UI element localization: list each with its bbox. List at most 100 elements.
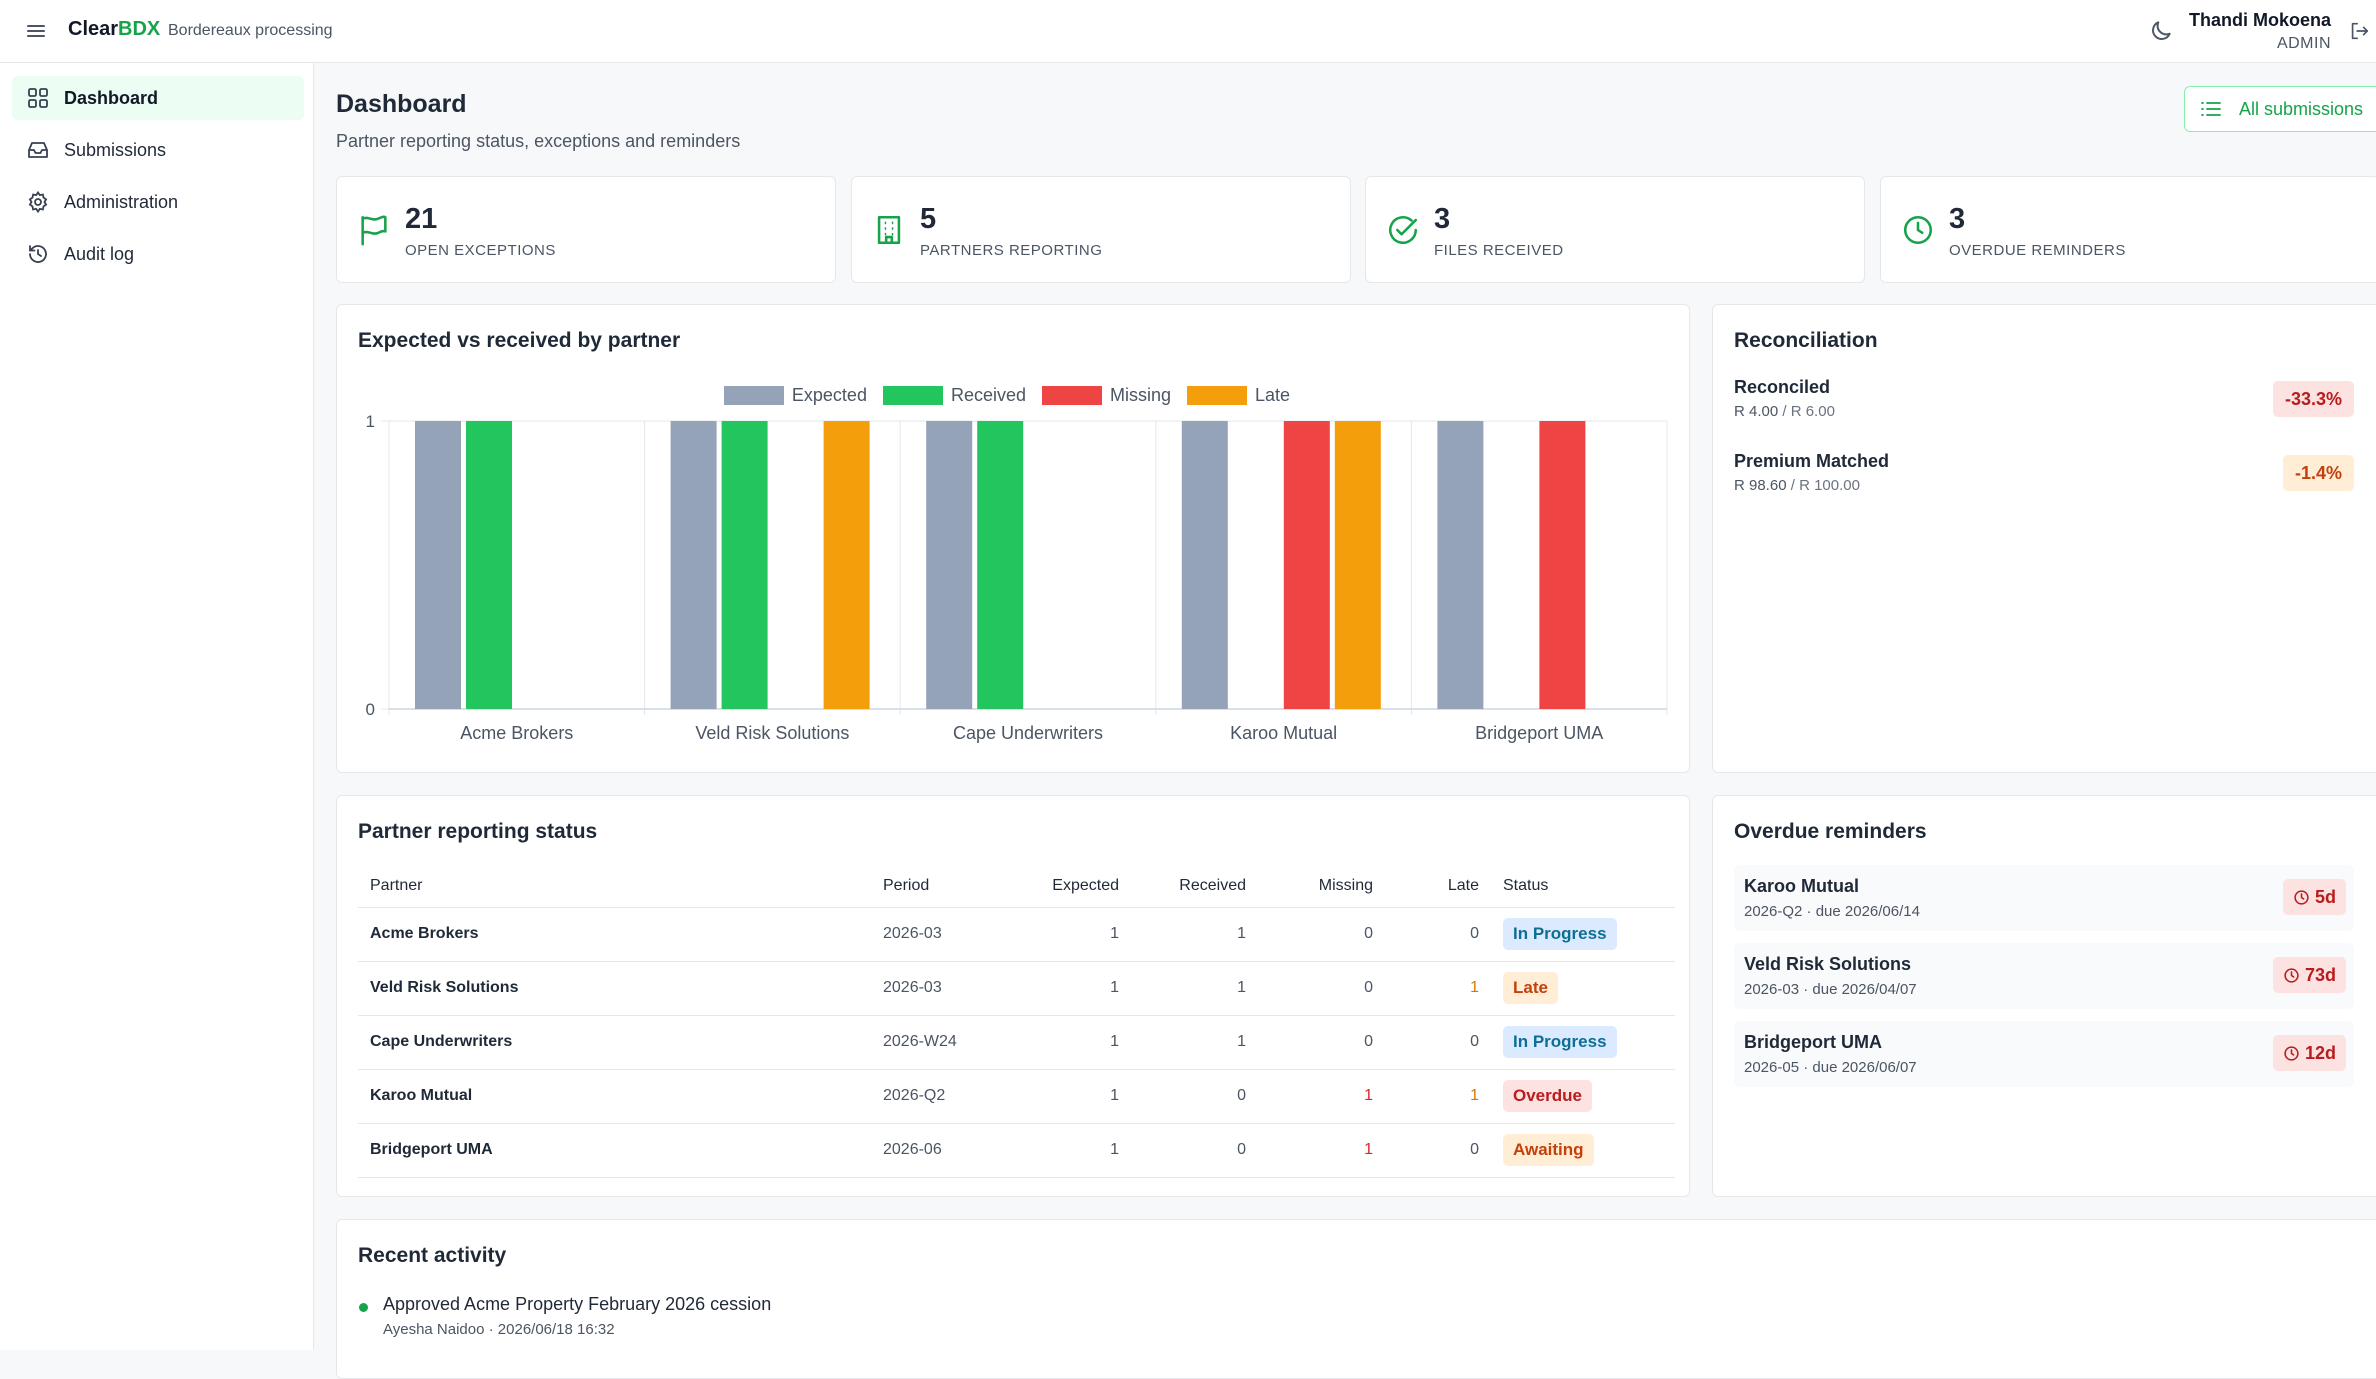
reminder-partner: Veld Risk Solutions [1744,954,1912,974]
expected-cell: 1 [996,1069,1131,1124]
status-cell: Awaiting [1491,1123,1675,1178]
sidebar-item-audit-log[interactable]: Audit log [12,232,304,276]
table-row[interactable]: Bridgeport UMA 2026-06 1 0 1 0 Awaiting [358,1123,1675,1178]
received-cell: 0 [1131,1069,1258,1124]
clock-icon [2284,967,2299,983]
gear-icon [28,190,48,214]
period-cell: 2026-W24 [871,1015,996,1070]
moon-icon[interactable] [2148,18,2174,44]
x-tick-label: Acme Brokers [460,723,573,743]
sidebar-item-submissions[interactable]: Submissions [12,128,304,172]
legend-swatch [723,386,784,405]
bar-received [721,421,768,709]
sidebar-item-label: Dashboard [64,87,159,108]
activity-meta: Ayesha Naidoo · 2026/06/18 16:32 [383,1321,615,1338]
column-header-expected[interactable]: Expected [996,866,1131,908]
table-row[interactable]: Karoo Mutual 2026-Q2 1 0 1 1 Overdue [358,1069,1675,1124]
inbox-icon [28,142,48,158]
bar-expected [415,421,461,709]
sidebar: Dashboard Submissions Administration Aud… [0,63,314,1350]
status-badge: In Progress [1503,1026,1617,1058]
reminder-meta: 2026-Q2 · due 2026/06/14 [1744,903,1920,920]
column-header-status[interactable]: Status [1491,866,1675,908]
page-subtitle: Partner reporting status, exceptions and… [336,131,741,151]
flag-icon [361,215,387,246]
all-submissions-button[interactable]: All submissions [2184,86,2376,132]
sidebar-item-dashboard[interactable]: Dashboard [12,76,304,120]
status-cell: In Progress [1491,1015,1675,1070]
logout-icon[interactable] [2348,20,2370,42]
reconciliation-title: Reconciliation [1734,329,1878,352]
reconciliation-row-premium-matched: Premium Matched R 98.60 / R 100.00 -1.4% [1734,451,2354,511]
brand-name: Clear [68,18,119,40]
stat-label: PARTNERS REPORTING [920,242,1103,259]
status-badge: Awaiting [1503,1134,1594,1166]
column-header-partner[interactable]: Partner [358,866,871,908]
stat-label: FILES RECEIVED [1434,242,1564,259]
app-subtitle: Bordereaux processing [168,22,333,39]
reminder-item[interactable]: Bridgeport UMA 2026-05 · due 2026/06/07 … [1734,1021,2354,1087]
legend-label: Missing [1110,385,1172,405]
bar-chart: 0 1 Acme Brokers Veld Risk Solutions Cape Un… [366,412,1668,743]
user-role: ADMIN [2276,35,2331,52]
bar-expected [1437,421,1484,709]
partner-status-panel: Partner reporting status Partner Period … [336,795,1690,1197]
reminder-item[interactable]: Karoo Mutual 2026-Q2 · due 2026/06/14 5d [1734,865,2354,931]
legend-swatch [1187,386,1248,405]
period-cell: 2026-03 [871,961,996,1016]
brand-logo[interactable]: ClearBDX [68,18,160,41]
table-row[interactable]: Acme Brokers 2026-03 1 1 0 0 In Progress [358,907,1675,962]
all-submissions-label: All submissions [2239,98,2364,119]
chart-panel: Expected vs received by partner Expected… [336,304,1690,773]
legend-item-missing[interactable]: Missing [1042,385,1171,406]
user-name: Thandi Mokoena [2188,10,2331,30]
legend-label: Late [1255,385,1291,405]
legend-label: Expected [791,385,867,405]
page-title: Dashboard [336,90,467,118]
reconciliation-expected: R 100.00 [1799,477,1860,494]
activity-text: Approved Acme Property February 2026 ces… [383,1294,772,1314]
reconciliation-actual: R 98.60 [1734,477,1787,494]
table-header-row: Partner Period Expected Received Missing… [358,866,1675,908]
late-cell: 0 [1385,907,1491,962]
stat-value: 21 [405,203,438,235]
column-header-received[interactable]: Received [1131,866,1258,908]
bar-received [466,421,512,709]
expected-cell: 1 [996,907,1131,962]
legend-item-expected[interactable]: Expected [723,385,867,406]
table-row[interactable]: Veld Risk Solutions 2026-03 1 1 0 1 Late [358,961,1675,1016]
reconciliation-actual: R 4.00 [1734,403,1779,420]
table-row[interactable]: Cape Underwriters 2026-W24 1 1 0 0 In Pr… [358,1015,1675,1070]
clock-icon [2294,889,2309,905]
legend-label: Received [950,385,1027,405]
sidebar-item-administration[interactable]: Administration [12,180,304,224]
dashboard-grid-icon [28,88,48,108]
late-value: 1 [1470,1087,1479,1104]
late-cell: 1 [1385,961,1491,1016]
column-header-missing[interactable]: Missing [1258,866,1385,908]
partner-status-table: Partner Period Expected Received Missing… [358,866,1675,1178]
legend-item-received[interactable]: Received [882,385,1027,406]
legend-swatch [1042,386,1103,405]
stat-card-open-exceptions: 21 OPEN EXCEPTIONS [336,176,836,283]
period-cell: 2026-Q2 [871,1069,996,1124]
reminder-meta: 2026-05 · due 2026/06/07 [1744,1059,1917,1076]
legend-item-late[interactable]: Late [1187,385,1290,406]
bar-received [977,421,1024,709]
column-header-period[interactable]: Period [871,866,996,908]
period-cell: 2026-03 [871,907,996,962]
sidebar-item-label: Audit log [64,243,135,264]
recent-activity-panel: Recent activity Approved Acme Property F… [336,1219,2376,1379]
status-badge: Overdue [1503,1080,1592,1112]
partner-cell: Acme Brokers [358,907,871,962]
menu-icon[interactable] [24,19,48,43]
reminder-item[interactable]: Veld Risk Solutions 2026-03 · due 2026/0… [1734,943,2354,1009]
reconciliation-panel: Reconciliation Reconciled R 4.00 / R 6.0… [1712,304,2376,773]
reconciliation-detail: R 98.60 / R 100.00 [1734,477,1860,494]
x-tick-label: Veld Risk Solutions [695,723,849,743]
column-header-late[interactable]: Late [1385,866,1491,908]
y-tick-label: 0 [366,700,375,719]
late-cell: 1 [1385,1069,1491,1124]
missing-value: 1 [1364,1141,1373,1158]
partner-cell: Bridgeport UMA [358,1123,871,1178]
